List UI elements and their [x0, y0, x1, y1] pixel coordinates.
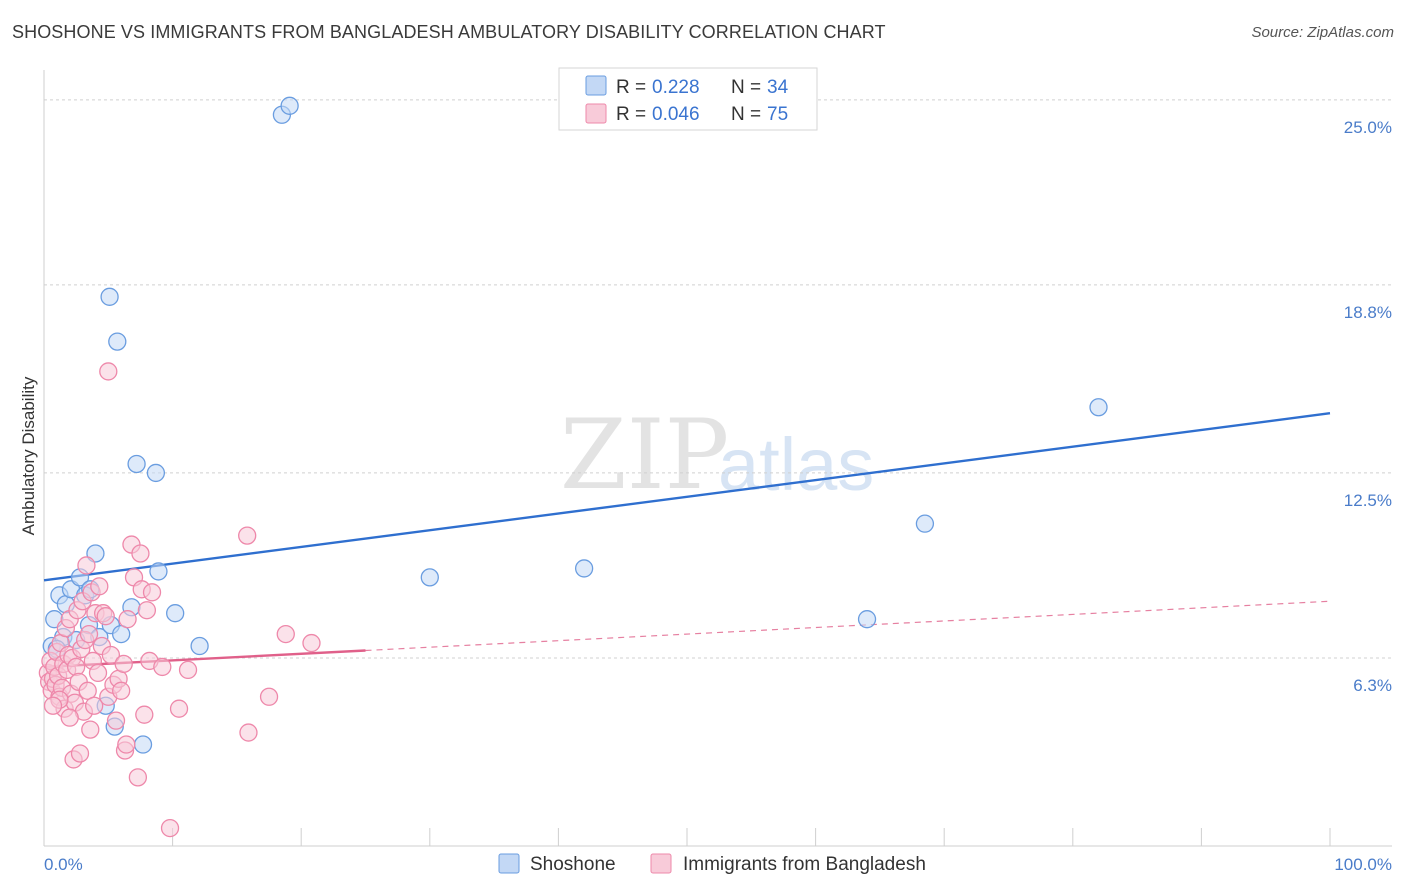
x-tick-label-max: 100.0% — [1334, 855, 1392, 874]
shoshone-point — [857, 610, 877, 629]
correlation-legend: R = 0.228 N = 34 R = 0.046 N = 75 — [558, 67, 818, 131]
bangladesh-point — [118, 610, 137, 629]
shoshone-point — [280, 96, 299, 115]
bangladesh-trend-line-dashed — [365, 600, 1331, 652]
bangladesh-point — [131, 544, 150, 563]
bottom-legend-swatch-shoshone — [498, 853, 520, 874]
bangladesh-point — [276, 624, 295, 644]
shoshone-point — [574, 559, 594, 578]
y-tick-label: 18.8% — [1344, 303, 1392, 322]
shoshone-point — [166, 604, 185, 623]
bangladesh-point — [112, 681, 131, 700]
watermark-atlas: atlas — [718, 423, 874, 506]
chart-title: SHOSHONE VS IMMIGRANTS FROM BANGLADESH A… — [12, 22, 886, 42]
legend-r-value-bangladesh: 0.046 — [652, 104, 700, 125]
bangladesh-point — [106, 711, 126, 730]
shoshone-point — [127, 454, 146, 474]
bangladesh-point — [238, 526, 257, 545]
bangladesh-point — [81, 720, 100, 739]
shoshone-point — [190, 636, 209, 656]
y-axis-label: Ambulatory Disability — [19, 376, 38, 535]
legend-r-label-shoshone: R = — [616, 77, 646, 98]
bottom-legend-label-shoshone: Shoshone — [530, 854, 616, 875]
bangladesh-point — [117, 735, 136, 754]
bangladesh-point — [142, 583, 162, 602]
gridlines — [44, 99, 1392, 659]
legend-swatch-shoshone — [585, 75, 607, 96]
data-points — [38, 96, 1108, 838]
y-tick-label: 25.0% — [1344, 118, 1392, 137]
bangladesh-point — [135, 705, 154, 724]
bangladesh-point — [101, 645, 121, 665]
legend-n-label-shoshone: N = — [731, 77, 761, 98]
bangladesh-point — [259, 687, 279, 706]
bangladesh-point — [77, 556, 96, 575]
legend-n-label-bangladesh: N = — [731, 104, 761, 125]
bottom-legend-label-bangladesh: Immigrants from Bangladesh — [683, 854, 926, 875]
bangladesh-point — [60, 708, 79, 727]
bangladesh-point — [114, 654, 133, 674]
bangladesh-point — [239, 723, 258, 742]
y-tick-label: 12.5% — [1344, 491, 1392, 510]
watermark-zip: ZIP — [560, 399, 729, 511]
shoshone-point — [149, 562, 168, 581]
bangladesh-point — [169, 699, 189, 718]
x-tick-label-min: 0.0% — [44, 855, 83, 874]
bangladesh-point — [137, 601, 157, 620]
legend-n-value-shoshone: 34 — [767, 77, 789, 98]
bangladesh-point — [85, 696, 104, 715]
legend-swatch-bangladesh — [585, 103, 607, 124]
bangladesh-point — [160, 818, 180, 838]
bangladesh-point — [302, 633, 321, 653]
series-legend: Shoshone Immigrants from Bangladesh — [498, 853, 926, 875]
axes: 6.3% 12.5% 18.8% 25.0% — [43, 70, 1392, 847]
bangladesh-point — [128, 768, 148, 787]
shoshone-point — [420, 568, 439, 587]
bangladesh-point — [96, 607, 115, 626]
shoshone-point — [146, 463, 166, 483]
bottom-legend-swatch-bangladesh — [650, 853, 672, 874]
bangladesh-point — [79, 624, 99, 644]
bangladesh-point — [90, 577, 109, 596]
y-tick-label: 6.3% — [1353, 676, 1392, 695]
bangladesh-point — [67, 657, 86, 677]
shoshone-trend-line — [43, 412, 1331, 582]
legend-r-value-shoshone: 0.228 — [652, 77, 700, 98]
bangladesh-point — [99, 362, 118, 381]
bangladesh-point — [153, 657, 172, 677]
source-credit: Source: ZipAtlas.com — [1251, 24, 1394, 41]
shoshone-point — [1089, 398, 1108, 417]
legend-n-value-bangladesh: 75 — [767, 104, 788, 125]
shoshone-point — [133, 735, 153, 754]
bangladesh-point — [178, 660, 198, 680]
shoshone-point — [108, 332, 127, 351]
bangladesh-point — [88, 663, 108, 683]
shoshone-point — [100, 287, 119, 306]
shoshone-point — [915, 514, 935, 533]
bangladesh-point — [43, 696, 63, 715]
legend-r-label-bangladesh: R = — [616, 104, 646, 125]
bangladesh-point — [70, 744, 90, 763]
